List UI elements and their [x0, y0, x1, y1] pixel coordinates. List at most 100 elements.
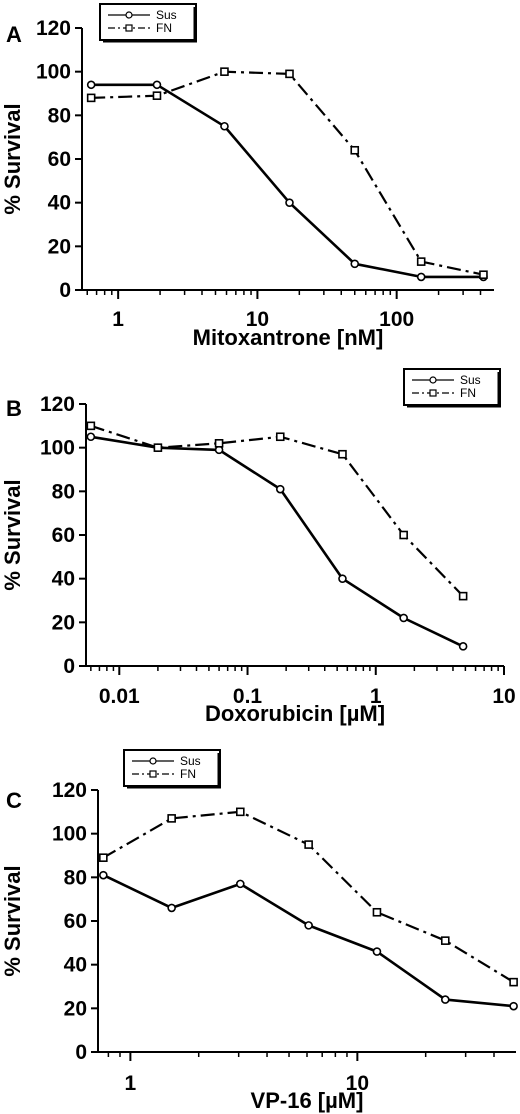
point-sus [236, 879, 245, 889]
y-tick-label: 20 [64, 997, 87, 1020]
point-fn [167, 814, 176, 823]
point-fn [285, 69, 294, 79]
point-fn [99, 853, 108, 862]
x-axis-title: Mitoxantrone [nM] [193, 325, 384, 350]
legend-label-sus: Sus [180, 754, 201, 768]
x-axis-title: Doxorubicin [µM] [205, 701, 385, 726]
y-tick-label: 20 [48, 235, 71, 258]
panel-letter: C [6, 788, 22, 813]
point-sus [350, 259, 360, 269]
y-axis-title: % Survival [0, 103, 25, 214]
panel-b: B 0 20 40 60 80 100 120 0.01 0.1 1 10 % Survival Doxo… [0, 368, 516, 726]
y-tick-label: 100 [40, 437, 75, 460]
point-fn [399, 530, 408, 540]
legend-box [99, 3, 197, 41]
y-tick-label: 80 [48, 104, 71, 127]
legend-marker-sus [125, 11, 133, 19]
y-tick-label: 40 [48, 192, 71, 215]
x-tick-label: 100 [379, 308, 414, 331]
y-tick-label: 80 [64, 866, 87, 889]
series-line-sus [90, 435, 464, 648]
point-sus [152, 80, 162, 90]
x-tick-label: 10 [492, 685, 515, 708]
point-fn [214, 438, 224, 448]
y-tick-label: 20 [52, 611, 75, 634]
legend-marker-sus [149, 757, 157, 765]
y-tick-label: 120 [36, 17, 71, 40]
y-tick-label: 120 [52, 779, 87, 802]
point-fn [152, 91, 162, 100]
point-sus [220, 121, 229, 131]
x-tick-label: 1 [370, 685, 382, 708]
point-fn [416, 257, 426, 266]
series-line-fn [102, 810, 515, 984]
x-tick-label: 0.01 [99, 685, 140, 708]
point-sus [509, 1001, 518, 1011]
x-tick-label: 10 [246, 308, 269, 331]
legend-box [123, 749, 221, 787]
series-line-fn [91, 70, 484, 276]
point-fn [440, 936, 450, 945]
y-tick-label: 0 [63, 655, 75, 678]
point-sus [399, 613, 408, 623]
y-tick-label: 60 [52, 524, 75, 547]
point-fn [86, 93, 96, 103]
point-fn [220, 67, 229, 76]
point-sus [285, 198, 294, 207]
point-sus [338, 574, 347, 583]
y-tick-label: 100 [36, 61, 71, 84]
panel-letter: B [6, 396, 22, 421]
x-tick-label: 1 [125, 1072, 137, 1095]
point-fn [275, 432, 285, 442]
point-sus [99, 870, 108, 880]
legend-marker-sus [429, 376, 437, 384]
y-tick-label: 100 [52, 823, 87, 846]
point-fn [458, 591, 468, 601]
y-tick-label: 0 [59, 279, 71, 302]
series-line-fn [90, 424, 464, 597]
x-tick-label: 1 [112, 308, 124, 331]
legend-box [403, 368, 501, 406]
point-sus [416, 272, 426, 282]
y-tick-label: 40 [64, 954, 87, 977]
legend-label-fn: FN [460, 386, 476, 400]
legend-label-fn: FN [180, 767, 196, 781]
point-sus [304, 921, 313, 930]
y-tick-label: 60 [48, 148, 71, 171]
series-line-sus [102, 873, 514, 1008]
legend-label-sus: Sus [460, 373, 481, 387]
panel-c: C 0 20 40 60 80 100 120 1 10 % Survival VP-16 [µM] S… [0, 749, 518, 1113]
point-fn [304, 840, 313, 849]
x-tick-label: 0.1 [233, 685, 263, 708]
y-tick-label: 80 [52, 480, 75, 503]
point-sus [167, 903, 176, 913]
y-axis-title: % Survival [0, 865, 25, 976]
point-fn [236, 807, 245, 817]
point-fn [509, 977, 518, 987]
y-tick-label: 40 [52, 568, 75, 591]
point-fn [350, 145, 360, 155]
y-axis-title: % Survival [0, 479, 25, 590]
legend-marker-fn [429, 389, 437, 397]
point-fn [338, 449, 347, 459]
series-line-sus [91, 83, 484, 279]
point-sus [458, 642, 468, 651]
point-fn [479, 270, 488, 280]
y-tick-label: 0 [75, 1041, 87, 1064]
legend-label-sus: Sus [156, 8, 177, 22]
point-fn [372, 907, 382, 917]
point-sus [275, 484, 285, 494]
point-sus [86, 432, 96, 442]
panel-letter: A [6, 22, 22, 47]
legend-label-fn: FN [156, 21, 172, 35]
point-sus [440, 995, 450, 1004]
point-sus [86, 80, 96, 90]
point-fn [153, 443, 163, 452]
point-sus [372, 947, 382, 956]
y-tick-label: 60 [64, 910, 87, 933]
x-tick-label: 10 [346, 1072, 369, 1095]
legend-marker-fn [149, 770, 157, 778]
y-tick-label: 120 [40, 393, 75, 416]
